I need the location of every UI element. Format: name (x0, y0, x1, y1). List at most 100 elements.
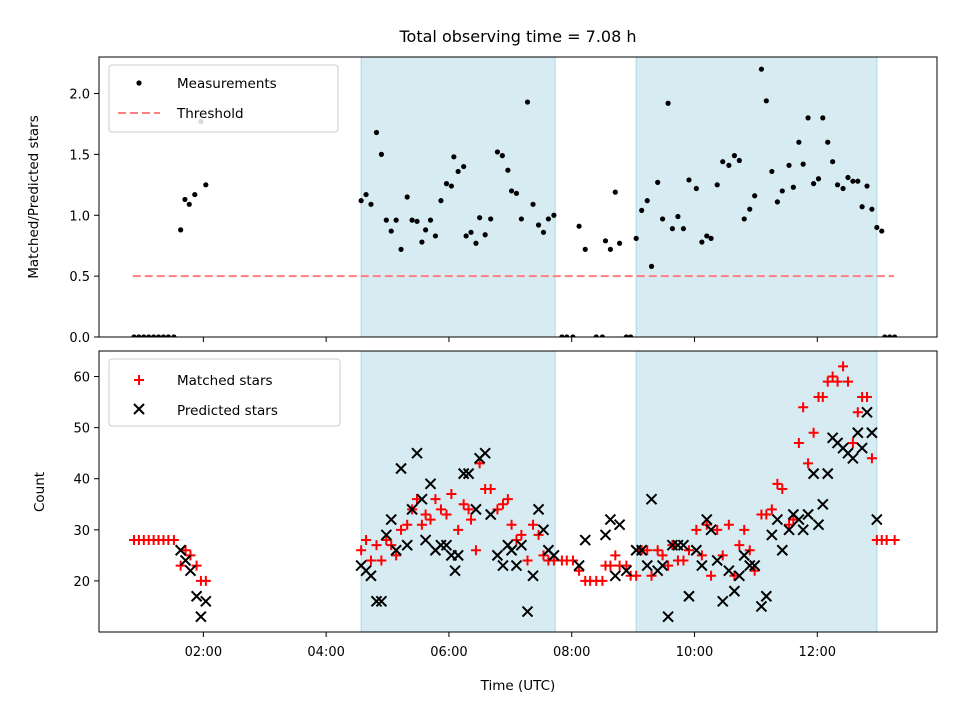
matched-star-point (533, 529, 544, 540)
measurement-point (752, 193, 758, 199)
measurement-point (741, 216, 747, 222)
matched-star-point (663, 560, 674, 571)
y-tick-label: 60 (73, 371, 90, 386)
predicted-star-point (705, 524, 717, 536)
x-axis-label: Time (UTC) (480, 678, 556, 694)
matched-star-point (734, 540, 745, 551)
measurement-point (499, 153, 505, 159)
bottom-y-axis-label: Count (32, 472, 48, 512)
observing-interval (360, 350, 556, 633)
predicted-star-point (505, 544, 518, 556)
measurement-point (726, 162, 732, 168)
measurement-point (513, 190, 520, 196)
measurement-point (869, 206, 875, 212)
measurements-legend-label: Measurements (177, 76, 277, 92)
matched-star-point (798, 402, 809, 413)
measurement-point (165, 334, 171, 337)
matched-star-point (412, 494, 423, 505)
x-tick-label: 06:00 (430, 645, 467, 660)
predicted-star-point (599, 529, 612, 541)
measurement-point (576, 223, 582, 229)
y-tick-label: 1.5 (69, 148, 90, 163)
measurement-point (545, 216, 551, 222)
measurement-point (373, 129, 380, 136)
measurement-point (570, 334, 576, 337)
observing-interval (635, 350, 878, 633)
measurement-point (186, 201, 192, 207)
matched-star-point (485, 483, 496, 494)
data-points (131, 66, 898, 337)
predicted-star-point (502, 539, 514, 551)
measurement-point (669, 226, 676, 232)
matched-star-point (356, 545, 367, 556)
x-tick-label: 08:00 (553, 645, 590, 660)
matched-star-point (168, 535, 179, 546)
matched-star-point (866, 453, 877, 464)
matched-star-point (416, 519, 427, 530)
predicted-star-point (174, 544, 187, 556)
predicted-star-point (515, 539, 528, 551)
measurement-point (427, 217, 434, 223)
measurement-point (398, 246, 404, 252)
legend-box (108, 64, 339, 133)
predicted-star-point (195, 610, 207, 623)
measurement-point (599, 334, 606, 337)
predicted-star-point (462, 467, 475, 480)
predicted-star-point (390, 544, 402, 556)
matched-star-point (502, 494, 513, 505)
matched-stars-legend-label: Matched stars (177, 373, 273, 389)
y-tick-label: 20 (73, 575, 90, 590)
matched-star-point (361, 535, 372, 546)
top-legend: Measurements Threshold (108, 64, 339, 133)
predicted-star-point (847, 452, 859, 464)
measurement-point (182, 196, 188, 203)
predicted-star-point (728, 585, 741, 597)
matched-star-point (678, 555, 689, 566)
matched-star-point (420, 509, 431, 520)
measurement-point (815, 176, 822, 182)
matched-star-point (862, 391, 873, 402)
predicted-star-point (411, 447, 423, 459)
predicted-star-point (416, 493, 428, 505)
measurement-point (593, 334, 599, 337)
predicted-star-point (604, 513, 617, 526)
matched-star-point (574, 565, 585, 576)
measurement-point (443, 181, 450, 187)
data-points (128, 361, 900, 623)
matched-star-point (744, 545, 755, 556)
predicted-stars-legend-marker (133, 403, 145, 415)
predicted-star-point (613, 519, 626, 531)
predicted-star-point (452, 549, 464, 562)
matched-star-point (808, 427, 819, 438)
measurement-point (171, 334, 177, 337)
measurement-point (731, 153, 738, 159)
matched-star-point (817, 391, 828, 402)
measurement-point (488, 216, 494, 222)
matched-star-point (381, 535, 392, 546)
predicted-star-point (690, 544, 703, 556)
matched-star-point (822, 376, 833, 387)
measurement-point (530, 201, 536, 207)
measurement-point (825, 139, 831, 145)
measurement-point (602, 238, 609, 244)
matched-star-point (847, 437, 858, 448)
predicted-star-point (419, 534, 432, 546)
measurement-point (714, 182, 720, 188)
matched-star-point (777, 483, 788, 494)
predicted-star-point (532, 503, 545, 516)
matched-star-point (492, 504, 503, 515)
measurement-point (639, 207, 645, 213)
measurement-point (378, 151, 385, 157)
measurement-point (419, 239, 425, 245)
matched-star-point (852, 407, 863, 418)
measurement-point (505, 167, 511, 173)
matched-star-point (772, 478, 783, 489)
matched-star-point (749, 565, 760, 576)
measurement-point (786, 162, 792, 168)
measurement-point (160, 334, 167, 337)
predicted-star-point (861, 406, 873, 419)
x-tick-label: 04:00 (307, 645, 344, 660)
matched-star-point (597, 575, 608, 586)
measurement-point (874, 224, 880, 231)
matched-star-point (827, 371, 838, 382)
